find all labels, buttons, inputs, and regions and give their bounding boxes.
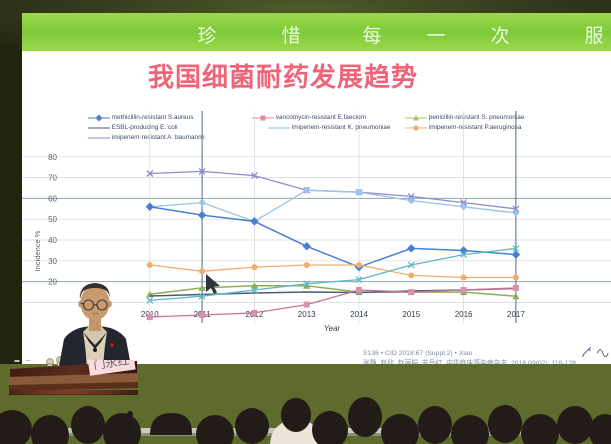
svg-text:50: 50: [48, 215, 57, 224]
svg-text:70: 70: [48, 174, 57, 183]
svg-text:2013: 2013: [298, 310, 316, 319]
svg-text:Incidence %: Incidence %: [33, 230, 42, 271]
svg-text:40: 40: [48, 236, 57, 245]
svg-text:Year: Year: [324, 324, 341, 333]
svg-text:2017: 2017: [507, 310, 525, 319]
svg-text:80: 80: [48, 153, 57, 162]
svg-text:2015: 2015: [402, 310, 420, 319]
svg-text:~: ~: [35, 360, 43, 365]
svg-text:2016: 2016: [455, 310, 473, 319]
svg-text:60: 60: [48, 194, 57, 203]
svg-text:30: 30: [48, 257, 57, 266]
svg-text:2014: 2014: [350, 310, 368, 319]
